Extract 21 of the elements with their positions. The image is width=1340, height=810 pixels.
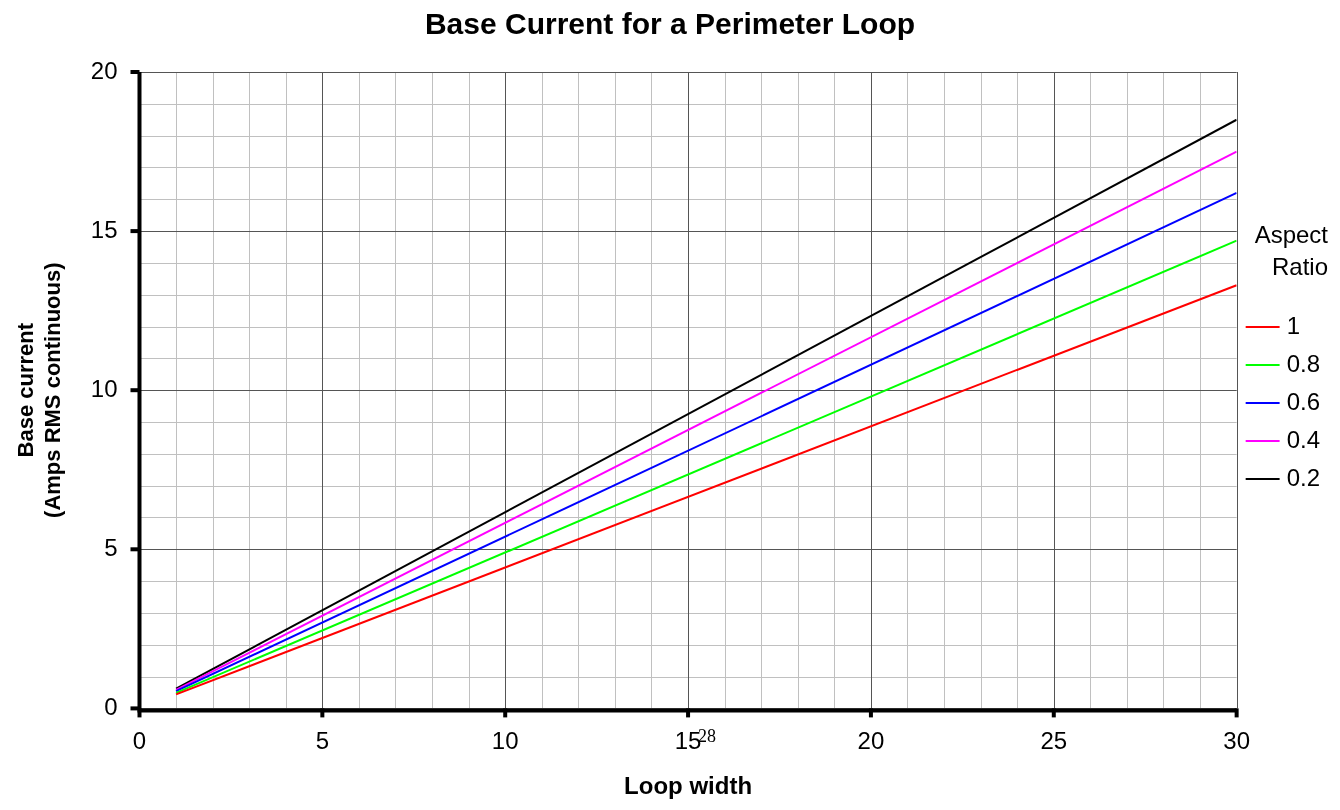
- legend-label: 1: [1286, 311, 1300, 339]
- x-tick-label: 0: [132, 727, 147, 755]
- x-tick-label: 20: [857, 727, 885, 755]
- y-tick-label: 10: [90, 374, 118, 402]
- x-tick-label: 10: [491, 727, 519, 755]
- x-tick-label: 25: [1040, 727, 1068, 755]
- text: (Amps RMS continuous): [39, 262, 65, 518]
- x-tick-label: 5: [315, 727, 330, 755]
- legend-label: 0.4: [1286, 425, 1321, 453]
- y-tick-label: 15: [90, 215, 118, 243]
- chart-title: Base Current for a Perimeter Loop: [424, 7, 916, 41]
- y-tick-label: 0: [104, 693, 118, 721]
- text: Base current: [13, 322, 39, 458]
- x-tick-label: 30: [1223, 727, 1250, 755]
- y-tick-label: 5: [104, 533, 118, 561]
- x-axis-title: Loop width: [624, 772, 753, 800]
- legend-label: 0.8: [1286, 349, 1321, 377]
- legend-title: Aspect Ratio: [1254, 221, 1329, 280]
- legend-label: 0.6: [1286, 387, 1321, 415]
- y-tick-label: 20: [90, 56, 118, 84]
- legend-label: 0.2: [1286, 463, 1321, 491]
